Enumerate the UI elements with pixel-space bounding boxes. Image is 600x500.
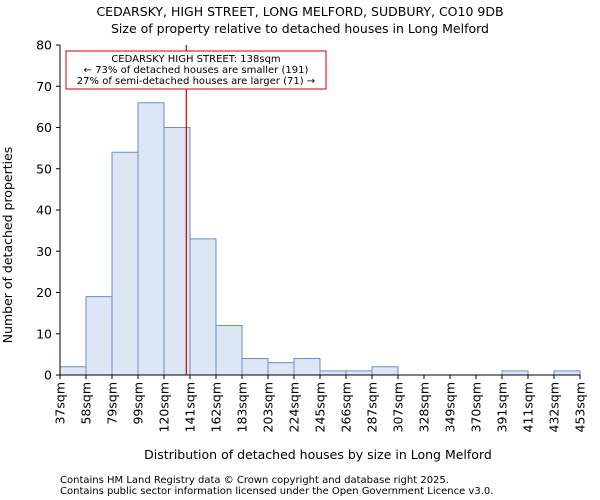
annotation-line-2: ← 73% of detached houses are smaller (19… [84,65,309,76]
x-tick-label: 307sqm [391,382,406,432]
bar-287sqm [371,366,399,376]
bar-266sqm [345,370,373,376]
y-axis-label: Number of detached properties [0,147,15,344]
bar-37sqm [59,366,87,376]
x-tick-label: 432sqm [547,382,562,432]
y-axis: 0 10 20 30 40 50 60 70 80 [36,38,61,383]
x-tick-label: 349sqm [443,382,458,432]
annotation-box: CEDARSKY HIGH STREET: 138sqm ← 73% of de… [65,50,327,90]
x-tick-label: 37sqm [53,382,68,425]
x-tick-label: 245sqm [313,382,328,432]
x-tick-label: 224sqm [287,382,302,432]
x-tick-label: 58sqm [79,382,94,425]
x-tick-label: 328sqm [417,382,432,432]
x-axis-label: Distribution of detached houses by size … [144,447,492,462]
x-tick-label: 162sqm [209,382,224,432]
x-tick-label: 453sqm [573,382,588,432]
bar-203sqm [267,362,295,376]
chart-title: CEDARSKY, HIGH STREET, LONG MELFORD, SUD… [96,4,503,19]
x-tick-label: 183sqm [235,382,250,432]
x-tick-label: 391sqm [495,382,510,432]
annotation-line-1: CEDARSKY HIGH STREET: 138sqm [111,54,280,65]
bar-162sqm [215,325,243,376]
footer-line-1: Contains HM Land Registry data © Crown c… [60,475,449,486]
x-tick-label: 266sqm [339,382,354,432]
bar-432sqm [553,370,581,376]
bars-group [59,102,581,376]
chart-subtitle: Size of property relative to detached ho… [111,21,489,36]
y-tick-label: 30 [36,244,52,259]
bar-58sqm [85,296,113,376]
bar-391sqm [501,370,529,376]
y-tick-label: 70 [36,79,52,94]
bar-79sqm [111,151,139,376]
x-tick-label: 370sqm [469,382,484,432]
annotation-frame [65,50,327,90]
bar-120sqm [163,127,191,376]
bar-141sqm [189,238,217,376]
x-tick-label: 411sqm [521,382,536,432]
y-tick-label: 50 [36,161,52,176]
bar-224sqm [293,358,321,376]
x-tick-label: 287sqm [365,382,380,432]
y-tick-label: 80 [36,38,52,53]
annotation-line-3: 27% of semi-detached houses are larger (… [77,76,315,87]
x-tick-label: 120sqm [157,382,172,432]
bar-245sqm [319,370,347,376]
y-tick-label: 40 [36,203,52,218]
y-tick-label: 10 [36,326,52,341]
footer-line-2: Contains public sector information licen… [60,486,493,497]
x-tick-label: 203sqm [261,382,276,432]
x-axis: 37sqm 58sqm 79sqm 99sqm 120sqm 141sqm 162sqm 18… [53,374,588,432]
bar-183sqm [241,358,269,376]
x-tick-label: 79sqm [105,382,120,425]
x-tick-label: 99sqm [131,382,146,425]
y-tick-label: 20 [36,285,52,300]
bar-99sqm [137,102,165,376]
y-tick-label: 0 [44,368,52,383]
x-tick-label: 141sqm [183,382,198,432]
y-tick-label: 60 [36,120,52,135]
